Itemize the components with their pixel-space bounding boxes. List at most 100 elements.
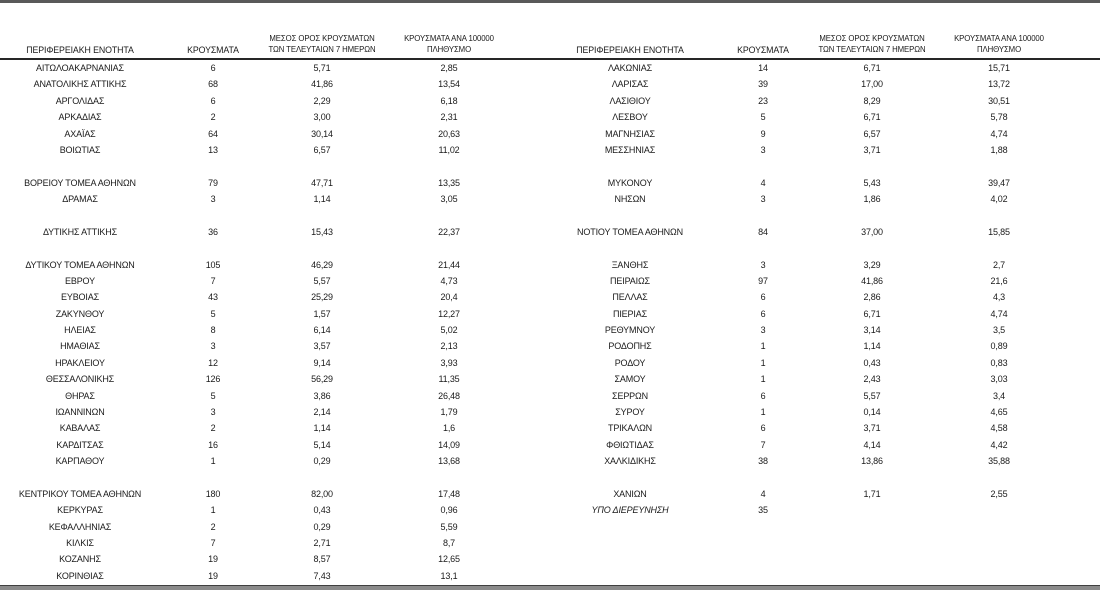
- cell-region: ΑΡΚΑΔΙΑΣ: [58, 112, 102, 123]
- cell-avg7: 4,14: [863, 439, 881, 450]
- row-spacer: [1070, 158, 1100, 174]
- cell-avg7: 6,57: [313, 144, 331, 155]
- row-spacer: [1070, 93, 1100, 109]
- cell-cases: 79: [208, 177, 218, 188]
- row-spacer: [520, 273, 550, 289]
- column-header-per100k: ΚΡΟΥΣΜΑΤΑ ΑΝΑ 100000 ΠΛΗΘΥΣΜΟ: [378, 34, 520, 58]
- cell-region: ΚΑΡΠΑΘΟΥ: [55, 456, 105, 466]
- cell-region: [550, 568, 710, 584]
- cell-avg7: 3,00: [313, 112, 331, 123]
- cell-avg7: 8,29: [863, 95, 881, 106]
- cell-region: ΗΡΑΚΛΕΙΟΥ: [55, 357, 105, 368]
- cell-region: ΚΕΡΚΥΡΑΣ: [57, 505, 103, 516]
- cell-per100k: 3,03: [990, 374, 1008, 385]
- cell-per100k: 20,4: [440, 292, 458, 303]
- row-spacer: [1070, 142, 1100, 158]
- cell-cases: 1: [760, 406, 766, 417]
- cell-avg7: 2,86: [863, 292, 881, 303]
- cell-per100k: [378, 158, 520, 174]
- cell-avg7: 0,43: [313, 505, 331, 516]
- cell-cases: 84: [758, 226, 768, 237]
- cell-cases: 1: [760, 357, 766, 368]
- cell-cases: 5: [210, 390, 216, 401]
- cell-per100k: 4,74: [990, 128, 1008, 139]
- column-header-cases: ΚΡΟΥΣΜΑΤΑ: [737, 45, 789, 55]
- header-rule: [0, 58, 1100, 60]
- cell-region: ΧΑΛΚΙΔΙΚΗΣ: [604, 456, 656, 466]
- cell-avg7: 0,43: [863, 357, 881, 368]
- cell-avg7: 6,57: [863, 128, 881, 139]
- cell-per100k: [928, 502, 1070, 518]
- row-spacer: [1070, 502, 1100, 518]
- row-spacer: [520, 519, 550, 535]
- cell-region: ΚΙΛΚΙΣ: [66, 537, 94, 548]
- row-spacer: [1070, 109, 1100, 125]
- cell-cases: 12: [208, 357, 218, 368]
- cell-avg7: 5,14: [313, 439, 331, 450]
- cell-avg7: 2,71: [313, 537, 331, 548]
- cell-avg7: [816, 568, 928, 584]
- cell-avg7: 6,71: [863, 112, 881, 123]
- row-spacer: [520, 306, 550, 322]
- cell-per100k: 4,65: [990, 406, 1008, 417]
- row-spacer: [1070, 289, 1100, 305]
- cell-avg7: [266, 240, 378, 256]
- cell-cases: 19: [208, 554, 218, 565]
- cell-cases: 6: [760, 292, 766, 303]
- row-spacer: [520, 142, 550, 158]
- cell-cases: [710, 535, 816, 551]
- cell-cases: 3: [760, 194, 766, 204]
- cell-cases: 35: [758, 505, 768, 516]
- cell-avg7: 1,14: [313, 194, 331, 204]
- row-spacer: [1070, 568, 1100, 584]
- cell-avg7: 1,71: [863, 488, 881, 499]
- cell-per100k: 3,5: [992, 325, 1006, 335]
- table-right-rows: ΛΑΚΩΝΙΑΣ 14 6,71 15,71 ΛΑΡΙΣΑΣ 39 17,00 13,72 ΛΑ…: [550, 60, 1100, 584]
- cell-avg7: 2,14: [313, 406, 331, 417]
- row-spacer: [1070, 322, 1100, 338]
- cell-region: ΚΕΝΤΡΙΚΟΥ ΤΟΜΕΑ ΑΘΗΝΩΝ: [18, 488, 142, 499]
- row-spacer: [520, 420, 550, 436]
- cell-per100k: [378, 469, 520, 485]
- row-spacer: [520, 93, 550, 109]
- cell-per100k: 4,42: [990, 439, 1008, 450]
- cell-per100k: [928, 551, 1070, 567]
- row-spacer: [1070, 486, 1100, 502]
- cell-per100k: 15,85: [988, 226, 1010, 237]
- cell-avg7: 3,71: [863, 144, 881, 155]
- cell-cases: 9: [760, 128, 766, 139]
- cell-avg7: 3,29: [863, 259, 881, 270]
- cell-region: ΜΕΣΣΗΝΙΑΣ: [604, 144, 656, 155]
- row-spacer: [520, 224, 550, 240]
- row-spacer: [1070, 371, 1100, 387]
- cell-cases: [710, 207, 816, 223]
- cell-cases: [710, 568, 816, 584]
- cell-region: [550, 551, 710, 567]
- cell-avg7: [816, 469, 928, 485]
- row-spacer: [520, 322, 550, 338]
- cell-per100k: 4,73: [440, 275, 458, 286]
- cell-avg7: 41,86: [861, 275, 883, 286]
- cell-avg7: 41,86: [311, 79, 333, 90]
- cell-region: ΡΟΔΟΠΗΣ: [608, 341, 652, 352]
- cell-per100k: 3,4: [992, 390, 1006, 401]
- cell-cases: 38: [758, 456, 768, 466]
- cell-region: ΖΑΚΥΝΘΟΥ: [55, 308, 105, 319]
- cell-per100k: 13,68: [438, 456, 460, 466]
- cell-region: ΥΠΟ ΔΙΕΡΕΥΝΗΣΗ: [591, 505, 669, 516]
- cell-avg7: 9,14: [313, 357, 331, 368]
- cell-cases: 6: [760, 308, 766, 319]
- row-spacer: [520, 371, 550, 387]
- cell-region: ΝΟΤΙΟΥ ΤΟΜΕΑ ΑΘΗΝΩΝ: [577, 226, 683, 237]
- cell-region: ΘΗΡΑΣ: [65, 390, 95, 401]
- cell-region: ΑΧΑΪΑΣ: [64, 128, 96, 139]
- row-spacer: [1070, 519, 1100, 535]
- cell-region: ΕΥΒΟΙΑΣ: [60, 292, 100, 303]
- cell-cases: 1: [210, 505, 216, 516]
- row-spacer: [1070, 306, 1100, 322]
- cell-per100k: 13,54: [438, 79, 460, 90]
- cell-avg7: [816, 535, 928, 551]
- table-right: ΠΕΡΙΦΕΡΕΙΑΚΗ ΕΝΟΤΗΤΑ ΚΡΟΥΣΜΑΤΑ ΜΕΣΟΣ ΟΡΟ…: [550, 3, 1100, 585]
- cell-region: ΔΥΤΙΚΟΥ ΤΟΜΕΑ ΑΘΗΝΩΝ: [25, 259, 135, 270]
